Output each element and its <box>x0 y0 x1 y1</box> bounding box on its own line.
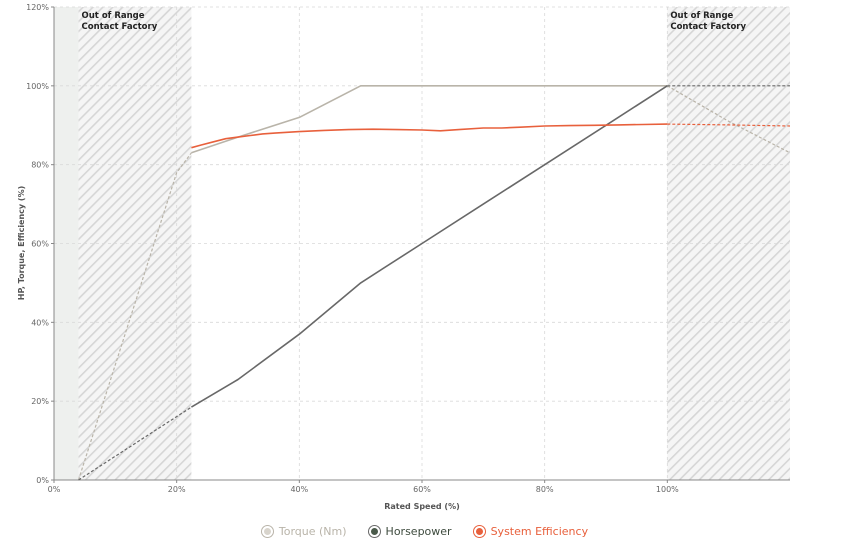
x-axis-title: Rated Speed (%) <box>384 502 460 511</box>
chart-area: 0% 20% 40% 60% 80% 100% 120% 0% 20% 40% 60% 80% 100%… <box>17 3 791 511</box>
x-tick-label: 80% <box>536 485 554 494</box>
torque-nm-line-solid <box>191 85 668 154</box>
legend-item-system-efficiency[interactable]: System Efficiency <box>473 524 589 538</box>
legend-item-torque-nm[interactable]: Torque (Nm) <box>261 524 347 538</box>
legend-label: Horsepower <box>385 524 452 538</box>
torque-nm-line-dashed <box>77 152 192 481</box>
x-tick-label: 20% <box>168 485 186 494</box>
y-tick-label: 20% <box>31 397 49 406</box>
contact-factory-label: Contact Factory <box>670 22 746 32</box>
legend-item-horsepower[interactable]: Horsepower <box>368 524 452 538</box>
legend-marker-icon <box>473 525 485 537</box>
y-tick-label: 40% <box>31 318 49 327</box>
legend-label: Torque (Nm) <box>278 524 347 538</box>
series-lines <box>77 85 791 481</box>
system-efficiency-line-solid <box>191 123 668 149</box>
system-efficiency-line-dashed <box>667 123 791 127</box>
y-tick-label: 100% <box>26 82 49 91</box>
x-tick-label: 100% <box>656 485 679 494</box>
x-tick-label: 0% <box>48 485 61 494</box>
torque-nm-line-dashed <box>666 85 791 154</box>
x-tick-label: 40% <box>290 485 308 494</box>
y-tick-label: 0% <box>36 476 49 485</box>
y-tick-label: 60% <box>31 240 49 249</box>
out-of-range-label: Out of Range <box>670 11 733 21</box>
legend-marker-icon <box>368 525 380 537</box>
contact-factory-label: Contact Factory <box>82 22 158 32</box>
chart-legend: Torque (Nm) Horsepower System Efficiency <box>0 521 850 541</box>
legend-label: System Efficiency <box>490 524 589 538</box>
y-axis-title: HP, Torque, Efficiency (%) <box>17 186 26 300</box>
axes: 0% 20% 40% 60% 80% 100% 120% 0% 20% 40% 60% 80% 100% <box>26 3 790 494</box>
horsepower-line-dashed <box>78 406 192 481</box>
x-tick-label: 60% <box>413 485 431 494</box>
legend-marker-icon <box>261 525 273 537</box>
y-tick-label: 80% <box>31 161 49 170</box>
y-tick-label: 120% <box>26 3 49 12</box>
horsepower-line-solid <box>190 85 668 408</box>
out-of-range-label: Out of Range <box>82 11 145 21</box>
